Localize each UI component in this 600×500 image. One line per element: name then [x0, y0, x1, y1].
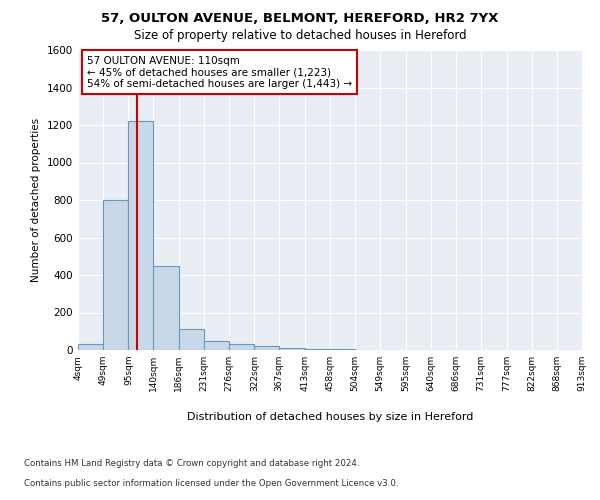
Bar [229, 344, 254, 350]
Bar [78, 344, 103, 350]
Bar [254, 346, 279, 350]
Text: Distribution of detached houses by size in Hereford: Distribution of detached houses by size … [187, 412, 473, 422]
Bar [128, 121, 154, 350]
Text: Contains HM Land Registry data © Crown copyright and database right 2024.: Contains HM Land Registry data © Crown c… [24, 458, 359, 468]
Bar [279, 348, 305, 350]
Bar [204, 340, 229, 350]
Bar [179, 330, 204, 350]
Text: Contains public sector information licensed under the Open Government Licence v3: Contains public sector information licen… [24, 478, 398, 488]
Bar [305, 349, 330, 350]
Bar [103, 200, 128, 350]
Text: Size of property relative to detached houses in Hereford: Size of property relative to detached ho… [134, 29, 466, 42]
Text: 57, OULTON AVENUE, BELMONT, HEREFORD, HR2 7YX: 57, OULTON AVENUE, BELMONT, HEREFORD, HR… [101, 12, 499, 26]
Bar [154, 266, 179, 350]
Y-axis label: Number of detached properties: Number of detached properties [31, 118, 41, 282]
Text: 57 OULTON AVENUE: 110sqm
← 45% of detached houses are smaller (1,223)
54% of sem: 57 OULTON AVENUE: 110sqm ← 45% of detach… [87, 56, 352, 89]
